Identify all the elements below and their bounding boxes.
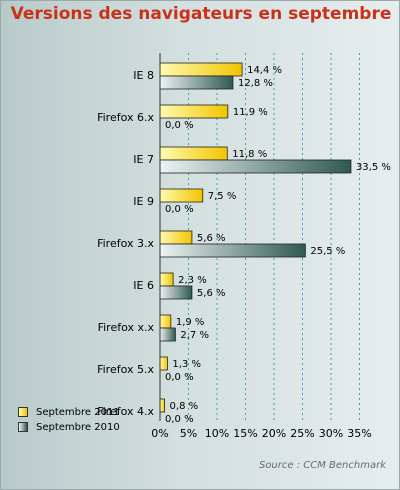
data-label: 1,3 %: [172, 359, 201, 370]
data-label: 7,5 %: [208, 191, 237, 202]
bar-2010: [159, 327, 176, 342]
bar-2010: [159, 285, 193, 300]
data-label: 25,5 %: [310, 246, 345, 257]
source-note: Source : CCM Benchmark: [258, 460, 386, 471]
category-label: Firefox 5.x: [97, 363, 154, 376]
data-label: 12,8 %: [238, 78, 273, 89]
data-label: 5,6 %: [197, 288, 226, 299]
x-tick-label: 20%: [262, 427, 286, 440]
bar-2011: [159, 272, 174, 287]
data-label: 0,0 %: [165, 120, 194, 131]
bar-2010: [159, 243, 306, 258]
data-label: 1,9 %: [176, 317, 205, 328]
axes: 0% 5% 10% 15% 20% 25% 30% 35% IE 8 Firefox 6.x IE …: [97, 53, 372, 440]
legend: Septembre 2011 Septembre 2010: [18, 405, 120, 435]
data-label: 0,0 %: [165, 414, 194, 425]
chart-title: Versions des navigateurs en septembre: [10, 4, 392, 24]
data-label: 14,4 %: [247, 65, 282, 76]
data-label: 2,3 %: [178, 275, 207, 286]
bar-2011: [159, 314, 172, 329]
x-tick-label: 0%: [151, 427, 168, 440]
data-label: 11,8 %: [232, 149, 267, 160]
category-label: IE 7: [133, 153, 154, 166]
category-label: Firefox 4.x: [97, 405, 154, 418]
data-label: 0,0 %: [165, 372, 194, 383]
bar-2010: [159, 159, 352, 174]
data-label: 33,5 %: [356, 162, 391, 173]
bars: 14,4 % 12,8 % 11,9 % 0,0 % 11,8 % 33,5 % 7,5 %…: [159, 62, 391, 425]
category-label: Firefox 3.x: [97, 237, 154, 250]
bar-2010: [159, 75, 234, 90]
data-label: 11,9 %: [233, 107, 268, 118]
category-label: Firefox 6.x: [97, 111, 154, 124]
x-tick-label: 5%: [180, 427, 197, 440]
legend-swatch-2010: [18, 422, 28, 432]
data-label: 5,6 %: [197, 233, 226, 244]
category-label: IE 8: [133, 69, 154, 82]
x-tick-label: 25%: [290, 427, 314, 440]
bar-2011: [159, 230, 193, 245]
data-label: 2,7 %: [180, 330, 209, 341]
category-label: IE 6: [133, 279, 154, 292]
x-tick-label: 35%: [347, 427, 371, 440]
legend-label-2011: Septembre 2011: [36, 406, 120, 418]
bar-2011: [159, 146, 228, 161]
bar-2011: [159, 104, 229, 119]
bar-2011: [159, 398, 165, 413]
bar-2011: [159, 188, 204, 203]
category-label: Firefox x.x: [98, 321, 155, 334]
legend-item-2010: Septembre 2010: [18, 420, 120, 434]
category-label: IE 9: [133, 195, 154, 208]
legend-item-2011: Septembre 2011: [18, 405, 120, 419]
bar-2011: [159, 356, 168, 371]
bar-2011: [159, 62, 243, 77]
x-tick-label: 15%: [233, 427, 257, 440]
data-label: 0,0 %: [165, 204, 194, 215]
x-tick-label: 30%: [319, 427, 343, 440]
data-label: 0,8 %: [170, 401, 199, 412]
legend-swatch-2011: [18, 407, 28, 417]
x-tick-label: 10%: [205, 427, 229, 440]
legend-label-2010: Septembre 2010: [36, 421, 120, 433]
